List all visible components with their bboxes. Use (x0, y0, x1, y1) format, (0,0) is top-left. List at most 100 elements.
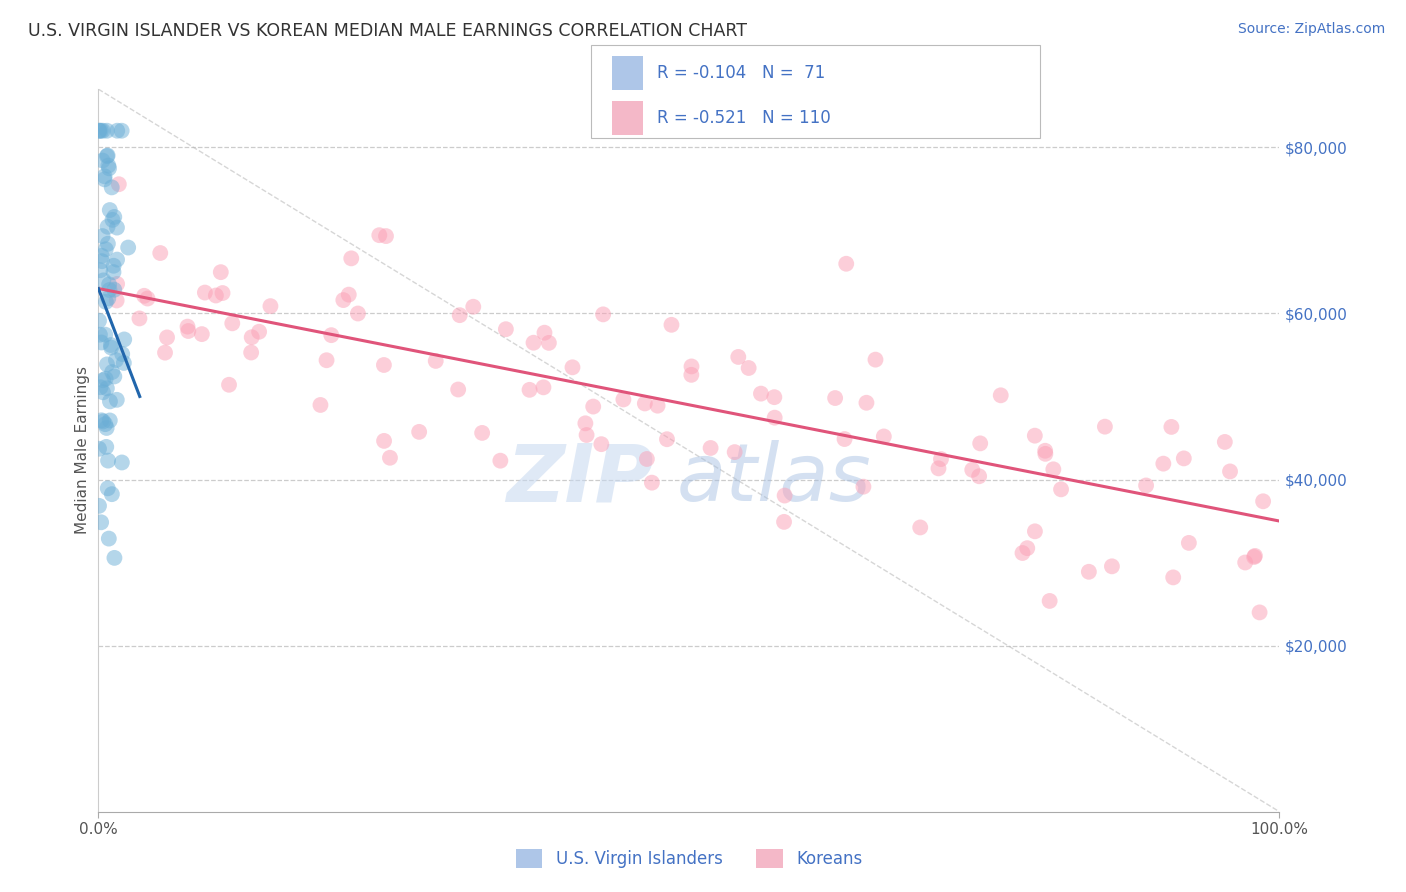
Point (489, 453, 512, 467)
Point (834, 432, 856, 446)
Point (90, 380, 112, 394)
Point (96, 421, 118, 435)
Point (1251, 494, 1274, 508)
Point (97, 292, 120, 306)
Point (117, 241, 139, 255)
Point (91, 414, 114, 428)
Point (91, 153, 114, 168)
Point (91, 229, 114, 244)
Point (177, 324, 200, 338)
Point (612, 392, 634, 407)
Point (96, 149, 118, 163)
Point (1173, 451, 1195, 466)
Point (1152, 457, 1174, 471)
Point (91, 254, 114, 268)
Point (1160, 420, 1182, 434)
Point (96, 381, 118, 395)
Point (100, 338, 122, 352)
Point (1161, 570, 1184, 584)
Point (865, 352, 887, 367)
Point (247, 325, 270, 339)
Point (93, 169, 115, 184)
Point (259, 299, 281, 313)
Point (100, 180, 122, 194)
Point (332, 293, 354, 307)
Point (681, 359, 703, 374)
Point (519, 383, 541, 397)
Text: ZIP: ZIP (506, 441, 654, 518)
Point (111, 347, 134, 361)
Point (93, 172, 115, 186)
Y-axis label: Median Male Earnings: Median Male Earnings (75, 367, 90, 534)
Point (205, 288, 228, 302)
Point (373, 434, 395, 448)
Point (495, 322, 517, 336)
Point (101, 365, 124, 379)
Point (98, 277, 121, 292)
Point (425, 354, 447, 368)
Point (91, 385, 114, 400)
Point (89, 327, 111, 342)
Point (97, 532, 120, 546)
Point (87, 499, 110, 513)
Point (176, 319, 198, 334)
Point (347, 306, 370, 320)
Point (90, 335, 112, 350)
Point (103, 369, 125, 384)
Point (97, 159, 120, 173)
Point (375, 229, 398, 244)
Point (211, 286, 233, 301)
Point (156, 330, 179, 344)
Point (647, 399, 669, 413)
Point (97, 453, 120, 467)
Point (111, 124, 134, 138)
Point (969, 436, 991, 450)
Point (641, 475, 664, 490)
Point (94, 242, 117, 256)
Point (90, 516, 112, 530)
Point (240, 345, 263, 359)
Text: R = -0.521   N = 110: R = -0.521 N = 110 (657, 109, 831, 127)
Point (89, 263, 111, 277)
Point (94, 417, 117, 432)
Point (218, 377, 240, 392)
Point (103, 283, 125, 297)
Point (575, 428, 598, 442)
Point (337, 287, 360, 301)
Point (191, 327, 214, 342)
Point (634, 396, 657, 410)
Point (149, 246, 172, 260)
Point (103, 259, 125, 273)
Text: Source: ZipAtlas.com: Source: ZipAtlas.com (1237, 22, 1385, 37)
Point (103, 265, 125, 279)
Point (111, 455, 134, 469)
Point (368, 228, 391, 243)
Point (927, 461, 949, 475)
Point (1033, 443, 1056, 458)
Point (699, 441, 721, 455)
Point (96, 440, 118, 454)
Point (537, 335, 560, 350)
Point (101, 487, 124, 501)
Point (681, 368, 703, 382)
Point (87, 314, 110, 328)
Point (591, 437, 613, 451)
Point (1017, 541, 1039, 556)
Point (373, 358, 395, 372)
Point (94, 327, 117, 342)
Point (153, 345, 176, 359)
Point (1077, 565, 1099, 579)
Point (97, 481, 120, 495)
Point (1243, 549, 1265, 564)
Point (929, 452, 952, 467)
Point (105, 220, 128, 235)
Point (1219, 465, 1241, 479)
Point (309, 398, 332, 412)
Point (103, 550, 125, 565)
Point (1178, 536, 1201, 550)
Point (209, 265, 232, 279)
Point (962, 463, 984, 477)
Point (1244, 549, 1267, 563)
Point (105, 252, 128, 267)
Point (582, 400, 605, 414)
